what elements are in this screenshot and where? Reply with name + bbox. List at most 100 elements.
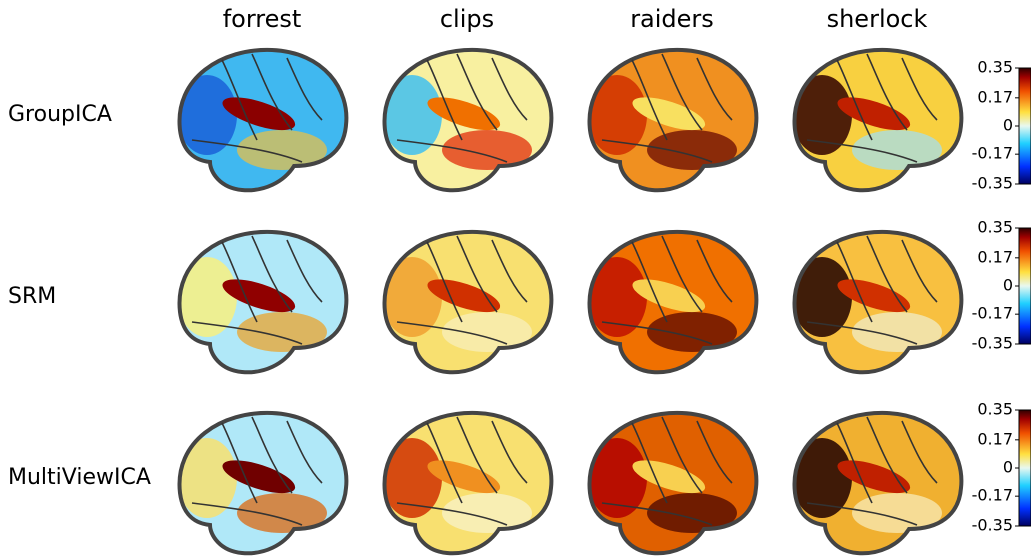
brain-blob — [384, 257, 442, 337]
column-title: forrest — [223, 5, 302, 33]
brain-blob — [237, 493, 327, 533]
sulcus — [631, 241, 668, 323]
sulcus — [631, 422, 668, 504]
sulcus — [836, 59, 873, 141]
brain-outline — [177, 229, 349, 375]
sulcus — [836, 241, 873, 323]
colorbar-tick-label: -0.35 — [972, 516, 1013, 535]
sulcus — [456, 53, 498, 131]
brain-map — [177, 47, 349, 193]
sulcus — [221, 422, 258, 504]
colorbar-tick-label: 0.35 — [977, 218, 1013, 237]
sulcus — [396, 139, 508, 163]
sulcus — [866, 53, 908, 131]
row-label: SRM — [8, 284, 56, 309]
brain-blob — [852, 493, 942, 533]
sulcus — [696, 57, 733, 121]
brain-blob — [179, 75, 237, 155]
sulcus — [661, 53, 703, 131]
brain-map — [792, 229, 964, 375]
brain-blob — [647, 493, 737, 533]
sulcus — [901, 420, 938, 484]
brain-outline — [792, 410, 964, 556]
sulcus — [251, 235, 293, 313]
sulcus — [601, 502, 713, 526]
sulcus — [661, 235, 703, 313]
sulcus — [286, 57, 323, 121]
brain-map — [792, 47, 964, 193]
brain-blob — [589, 438, 647, 518]
brain-outline — [177, 410, 349, 556]
column-title: raiders — [630, 5, 714, 33]
brain-blob — [442, 493, 532, 533]
sulcus — [456, 416, 498, 494]
brain-map — [382, 410, 554, 556]
brain-map — [177, 410, 349, 556]
brain-blob — [442, 130, 532, 170]
colorbar-tick-label: -0.17 — [972, 486, 1013, 505]
row-label: GroupICA — [8, 102, 112, 127]
sulcus — [426, 59, 463, 141]
sulcus — [491, 57, 528, 121]
brain-blob — [589, 257, 647, 337]
sulcus — [221, 241, 258, 323]
sulcus — [601, 139, 713, 163]
sulcus — [806, 321, 918, 345]
colorbar-tick-label: -0.35 — [972, 174, 1013, 193]
brain-outline — [587, 229, 759, 375]
brain-blob — [179, 257, 237, 337]
brain-outline — [177, 47, 349, 193]
brain-outline — [792, 229, 964, 375]
brain-blob — [237, 130, 327, 170]
brain-blob — [442, 312, 532, 352]
sulcus — [221, 59, 258, 141]
brain-map — [587, 229, 759, 375]
sulcus — [866, 416, 908, 494]
colorbar-tick-label: 0 — [1003, 116, 1013, 135]
brain-blob — [794, 438, 852, 518]
brain-map — [382, 229, 554, 375]
brain-map — [177, 229, 349, 375]
brain-map — [382, 47, 554, 193]
sulcus — [491, 239, 528, 303]
brain-fill — [384, 231, 552, 373]
sulcus — [696, 239, 733, 303]
brain-blob — [647, 312, 737, 352]
colorbar — [1018, 409, 1031, 527]
brain-blob — [647, 130, 737, 170]
brain-outline — [587, 47, 759, 193]
colorbar — [1018, 67, 1031, 185]
sulcus — [901, 57, 938, 121]
row-label: MultiViewICA — [8, 465, 151, 490]
brain-blob — [384, 438, 442, 518]
sulcus — [631, 59, 668, 141]
brain-outline — [382, 47, 554, 193]
brain-outline — [587, 410, 759, 556]
sulcus — [456, 235, 498, 313]
brain-blob — [794, 257, 852, 337]
sulcus — [866, 235, 908, 313]
sulcus — [286, 420, 323, 484]
sulcus — [696, 420, 733, 484]
column-title: sherlock — [827, 5, 928, 33]
sulcus — [251, 53, 293, 131]
sulcus — [191, 139, 303, 163]
sulcus — [806, 502, 918, 526]
brain-blob — [237, 312, 327, 352]
sulcus — [836, 422, 873, 504]
brain-outline — [382, 410, 554, 556]
brain-blob — [179, 438, 237, 518]
column-title: clips — [440, 5, 494, 33]
sulcus — [191, 502, 303, 526]
sulcus — [661, 416, 703, 494]
sulcus — [251, 416, 293, 494]
sulcus — [286, 239, 323, 303]
brain-blob — [384, 75, 442, 155]
colorbar-tick-label: 0.17 — [977, 429, 1013, 448]
brain-map — [587, 47, 759, 193]
colorbar-tick-label: -0.17 — [972, 304, 1013, 323]
colorbar-tick-label: 0.35 — [977, 58, 1013, 77]
brain-outline — [382, 229, 554, 375]
sulcus — [491, 420, 528, 484]
